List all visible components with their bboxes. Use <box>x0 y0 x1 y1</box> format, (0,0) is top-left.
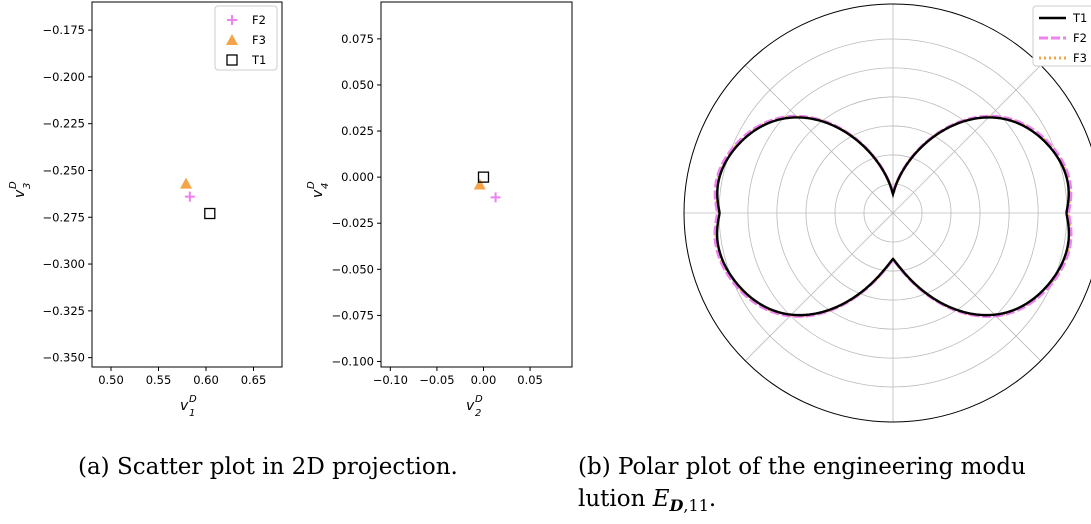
caption-b: (b) Polar plot of the engineering modu l… <box>578 452 1026 514</box>
legend-1: F2 F3 T1 <box>214 5 278 71</box>
legend-1-frame <box>214 5 278 71</box>
caption-b-subscript: D,11 <box>670 496 709 515</box>
polar-spoke-225 <box>744 212 894 362</box>
y-tick-label-1-0: −0.175 <box>42 23 85 37</box>
x-tick-label-2-3: 0.05 <box>517 373 543 387</box>
y-tick-label-2-6: −0.075 <box>331 308 374 322</box>
y-axis-label-2-group: v 4 D <box>306 181 331 198</box>
legend-3-label-t1: T1 <box>1072 11 1087 25</box>
legend-1-label-f3: F3 <box>252 33 266 47</box>
y-axis-label-1: v <box>12 189 28 198</box>
point-1-t1 <box>204 207 216 220</box>
x-axis-label-2: v <box>466 398 475 414</box>
caption-b-line2-pre: lution <box>578 486 653 512</box>
point-1-f3 <box>180 177 193 189</box>
scatter-v2-v4: 0.075 0.050 0.025 0.000 −0.025 −0.050 −0.075 −0… <box>306 1 573 419</box>
polar-spoke-135 <box>744 64 894 214</box>
x-tick-label-2-1: −0.05 <box>419 373 454 387</box>
x-tick-label-1-2: 0.60 <box>193 373 219 387</box>
polar-curves <box>713 114 1073 318</box>
x-axis-label-2-sub: 2 <box>475 408 481 419</box>
y-tick-label-2-7: −0.100 <box>331 354 374 368</box>
y-ticks-2: 0.075 0.050 0.025 0.000 −0.025 −0.050 −0.075 −0… <box>331 32 381 368</box>
legend-1-marker-f3 <box>226 34 238 45</box>
legend-3-frame <box>1032 5 1091 67</box>
x-axis-label-2-sup: D <box>475 394 483 405</box>
y-tick-label-2-1: 0.050 <box>341 78 374 92</box>
y-tick-label-1-4: −0.275 <box>42 210 85 224</box>
caption-b-sub-rest: ,11 <box>683 496 709 515</box>
legend-1-label-t1: T1 <box>251 53 266 67</box>
x-axis-label-1-sup: D <box>189 394 197 405</box>
axes-frame-2 <box>380 1 573 368</box>
x-tick-label-1-1: 0.55 <box>146 373 172 387</box>
polar-spoke-45 <box>892 64 1042 214</box>
point-2-f2 <box>490 192 501 203</box>
y-tick-label-2-5: −0.050 <box>331 262 374 276</box>
axes-frame-1 <box>91 1 283 368</box>
y-axis-label-1-group: v 3 D <box>8 181 33 198</box>
points-1 <box>180 177 216 220</box>
polar-grid <box>684 4 1091 422</box>
x-tick-label-1-0: 0.50 <box>98 373 124 387</box>
legend-1-square <box>226 54 238 66</box>
legend-1-marker-t1 <box>226 54 238 66</box>
x-tick-label-2-0: −0.10 <box>373 373 408 387</box>
y-tick-label-2-3: 0.000 <box>341 170 374 184</box>
y-tick-label-2-0: 0.075 <box>341 32 374 46</box>
y-tick-label-1-1: −0.200 <box>42 70 85 84</box>
polar-spoke-315 <box>892 212 1042 362</box>
point-2-t1 <box>477 171 490 183</box>
y-axis-label-2: v <box>310 189 326 198</box>
y-tick-label-2-2: 0.025 <box>341 124 374 138</box>
points-2 <box>473 171 501 203</box>
caption-b-sub-bold: D <box>669 496 684 515</box>
legend-3-label-f2: F2 <box>1073 31 1087 45</box>
legend-3: T1 F2 F3 <box>1032 5 1091 67</box>
caption-b-math: E <box>652 486 670 512</box>
caption-b-line1: (b) Polar plot of the engineering modu <box>578 454 1026 480</box>
legend-1-plus <box>227 15 237 25</box>
x-ticks-2: −0.10 −0.05 0.00 0.05 <box>373 367 543 387</box>
y-ticks-1: −0.175 −0.200 −0.225 −0.250 −0.275 −0.300 −0.3… <box>42 23 92 365</box>
x-tick-label-2-2: 0.00 <box>471 373 497 387</box>
legend-1-triangle <box>226 34 238 45</box>
y-axis-label-1-sup: D <box>8 181 19 189</box>
y-tick-label-1-2: −0.225 <box>42 117 85 131</box>
polar-outer-circle <box>683 3 1091 423</box>
x-axis-label-1-sub: 1 <box>189 408 195 419</box>
x-axis-label-1: v <box>180 398 189 414</box>
legend-3-label-f3: F3 <box>1073 51 1087 65</box>
x-tick-label-1-3: 0.65 <box>241 373 267 387</box>
caption-b-line2: lution ED,11. <box>578 484 1026 514</box>
legend-1-label-f2: F2 <box>252 13 266 27</box>
polar-plot: T1 F2 F3 <box>683 3 1091 423</box>
y-tick-label-1-7: −0.350 <box>42 351 85 365</box>
y-tick-label-1-5: −0.300 <box>42 257 85 271</box>
x-ticks-1: 0.50 0.55 0.60 0.65 <box>98 367 266 387</box>
y-tick-label-1-3: −0.250 <box>42 163 85 177</box>
caption-b-line2-post: . <box>708 486 717 512</box>
y-tick-label-1-6: −0.325 <box>42 304 85 318</box>
point-2-f3 <box>473 178 486 190</box>
caption-a: (a) Scatter plot in 2D projection. <box>78 454 458 480</box>
point-1-f2 <box>184 191 195 202</box>
y-axis-label-2-sup: D <box>306 181 317 189</box>
polar-curve-t1 <box>715 116 1071 317</box>
legend-1-marker-f2 <box>227 15 237 25</box>
y-axis-label-1-sub: 3 <box>22 183 33 189</box>
y-axis-label-2-sub: 4 <box>320 183 331 189</box>
scatter-v1-v3: −0.175 −0.200 −0.225 −0.250 −0.275 −0.300 −0.3… <box>8 1 283 419</box>
y-tick-label-2-4: −0.025 <box>331 216 374 230</box>
